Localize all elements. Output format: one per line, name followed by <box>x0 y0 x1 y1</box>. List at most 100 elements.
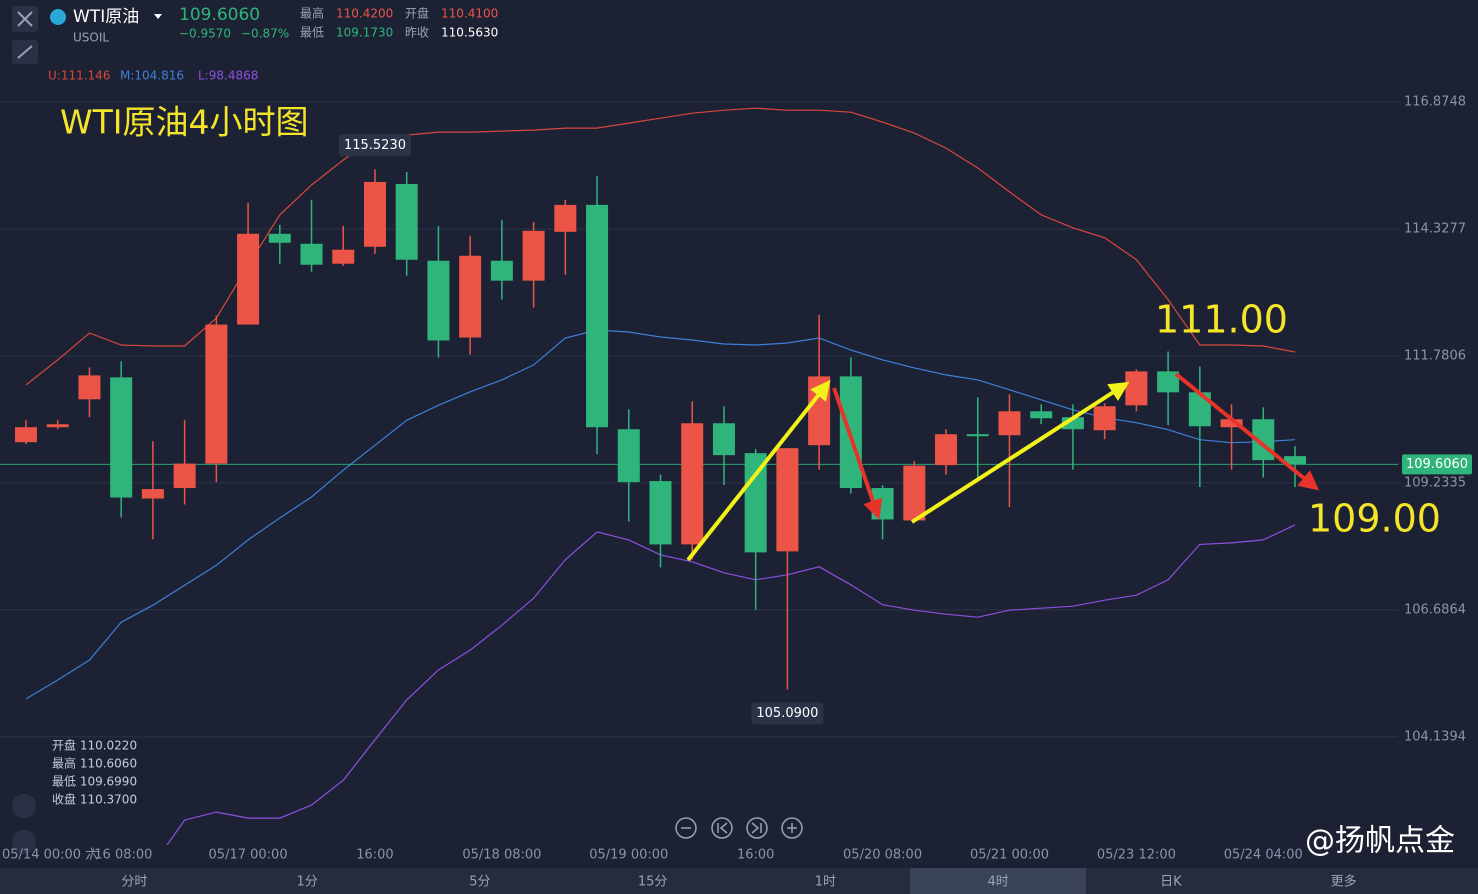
stat-value: 110.5630 <box>441 26 498 40</box>
chart-title: WTI原油4小时图 <box>60 103 309 142</box>
toolbar-item[interactable]: 更多 <box>1331 874 1357 890</box>
y-tick-label: 114.3277 <box>1404 221 1466 236</box>
candle-body <box>903 465 926 521</box>
toolbar-items: 分时 1分 5分 15分 1时 4时 日K 更多 <box>121 868 1357 894</box>
candle-body <box>395 183 418 260</box>
candle-body <box>332 249 355 264</box>
plot <box>0 107 1398 845</box>
candle-body <box>776 448 799 552</box>
toolbar-item[interactable]: 4时 <box>987 875 1008 890</box>
candle-body <box>554 204 577 232</box>
candle-body <box>490 260 513 281</box>
shrink-icon <box>17 45 33 59</box>
band-legend: M:104.816 <box>120 69 184 83</box>
ohlc-info: 开盘 110.0220 <box>52 738 137 753</box>
ohlc-info: 最低 109.6990 <box>52 775 137 789</box>
candle-body <box>522 230 545 281</box>
candle-body <box>998 411 1021 436</box>
toolbar-item[interactable]: 1分 <box>296 875 317 890</box>
y-tick-label: 116.8748 <box>1404 94 1466 109</box>
stat-label: 最高 <box>300 6 324 21</box>
band-legend: L:98.4868 <box>198 69 258 83</box>
x-tick-label: 05/20 08:00 <box>843 848 922 863</box>
candle-body <box>363 181 386 247</box>
price: 109.6060 <box>179 5 260 25</box>
y-tick-label: 106.6864 <box>1404 602 1466 617</box>
candle-body <box>1157 371 1180 393</box>
x-tick-label: 05/21 00:00 <box>970 848 1049 863</box>
trend-arrows <box>686 372 1320 562</box>
change: −0.9570 <box>179 27 231 41</box>
x-tick-label: 05/18 08:00 <box>462 848 541 863</box>
candle-body <box>681 423 704 545</box>
candle-body <box>1093 406 1116 431</box>
stat-value: 110.4100 <box>441 7 498 21</box>
candle-body <box>712 423 735 456</box>
extreme-label: 105.0900 <box>756 706 818 721</box>
annotation: 109.00 <box>1308 497 1441 541</box>
candle-body <box>966 434 989 437</box>
x-tick-label: 05/19 00:00 <box>589 848 668 863</box>
arrow <box>1174 372 1320 491</box>
extreme-tag <box>338 134 411 157</box>
watermark: @扬帆点金 <box>1305 824 1455 859</box>
candle-body <box>1030 411 1053 419</box>
x-tick-label: 05/24 04:00 <box>1224 848 1303 863</box>
arrow <box>686 379 831 562</box>
toolbar-item[interactable]: 1时 <box>815 875 836 890</box>
playback <box>675 817 803 839</box>
candle-body <box>1284 456 1306 465</box>
dropdown[interactable] <box>154 14 162 19</box>
stat-label: 最低 <box>300 26 324 40</box>
symbol-code: USOIL <box>73 31 109 45</box>
toolbar-selected <box>910 868 1087 894</box>
toolbar-item[interactable]: 15分 <box>638 875 668 890</box>
x-tick-label: 16:00 <box>737 848 774 863</box>
tool-button[interactable] <box>12 794 36 818</box>
arrow <box>910 381 1130 524</box>
extreme-label: 115.5230 <box>344 138 406 153</box>
candle-body <box>427 260 450 341</box>
candle-body <box>110 377 133 498</box>
x-tick-label: 05/23 12:00 <box>1097 848 1176 863</box>
stat-label: 开盘 <box>405 6 429 21</box>
candle-body <box>744 453 767 553</box>
candle-body <box>15 427 37 443</box>
candle-body <box>459 255 482 338</box>
candle-body <box>300 243 323 265</box>
candle-body <box>268 233 291 243</box>
tool-button[interactable] <box>12 830 36 854</box>
ohlc-info: 收盘 110.3700 <box>52 792 137 807</box>
candle-body <box>46 424 69 428</box>
candle-body <box>1125 371 1148 406</box>
icons <box>681 822 797 834</box>
candle-body <box>237 233 260 325</box>
stat-value: 109.1730 <box>336 26 393 40</box>
arrow <box>832 387 883 520</box>
toolbar-item[interactable]: 5分 <box>469 875 490 890</box>
candle-body <box>617 429 640 483</box>
close-icon <box>17 11 33 27</box>
band-line <box>166 524 1296 845</box>
candle-body <box>1188 392 1211 427</box>
candle-body <box>78 375 101 400</box>
last-price-tag <box>1402 454 1472 475</box>
toolbar-item[interactable]: 分时 <box>121 875 147 890</box>
y-tick-label: 111.7806 <box>1404 348 1466 363</box>
candle-body <box>649 481 672 545</box>
symbol-icon <box>50 9 66 25</box>
extreme-tag <box>751 702 824 725</box>
x-tick-label: 05/14 00:00 六 <box>2 848 98 863</box>
change-pct: −0.87% <box>241 27 289 41</box>
toolbar <box>0 868 1478 894</box>
stat-value: 110.4200 <box>336 7 393 21</box>
y-tick-label: 104.1394 <box>1404 729 1466 744</box>
candle-body <box>205 324 228 464</box>
toolbar-item[interactable]: 日K <box>1160 875 1182 890</box>
y-tick-label: 109.2335 <box>1404 475 1466 490</box>
grid: 116.8748 114.3277 111.7806 109.2335 106.6864… <box>0 94 1466 744</box>
last-price-label: 109.6060 <box>1406 457 1468 472</box>
symbol-name: WTI原油 <box>73 7 139 27</box>
stat-label: 昨收 <box>405 26 429 40</box>
